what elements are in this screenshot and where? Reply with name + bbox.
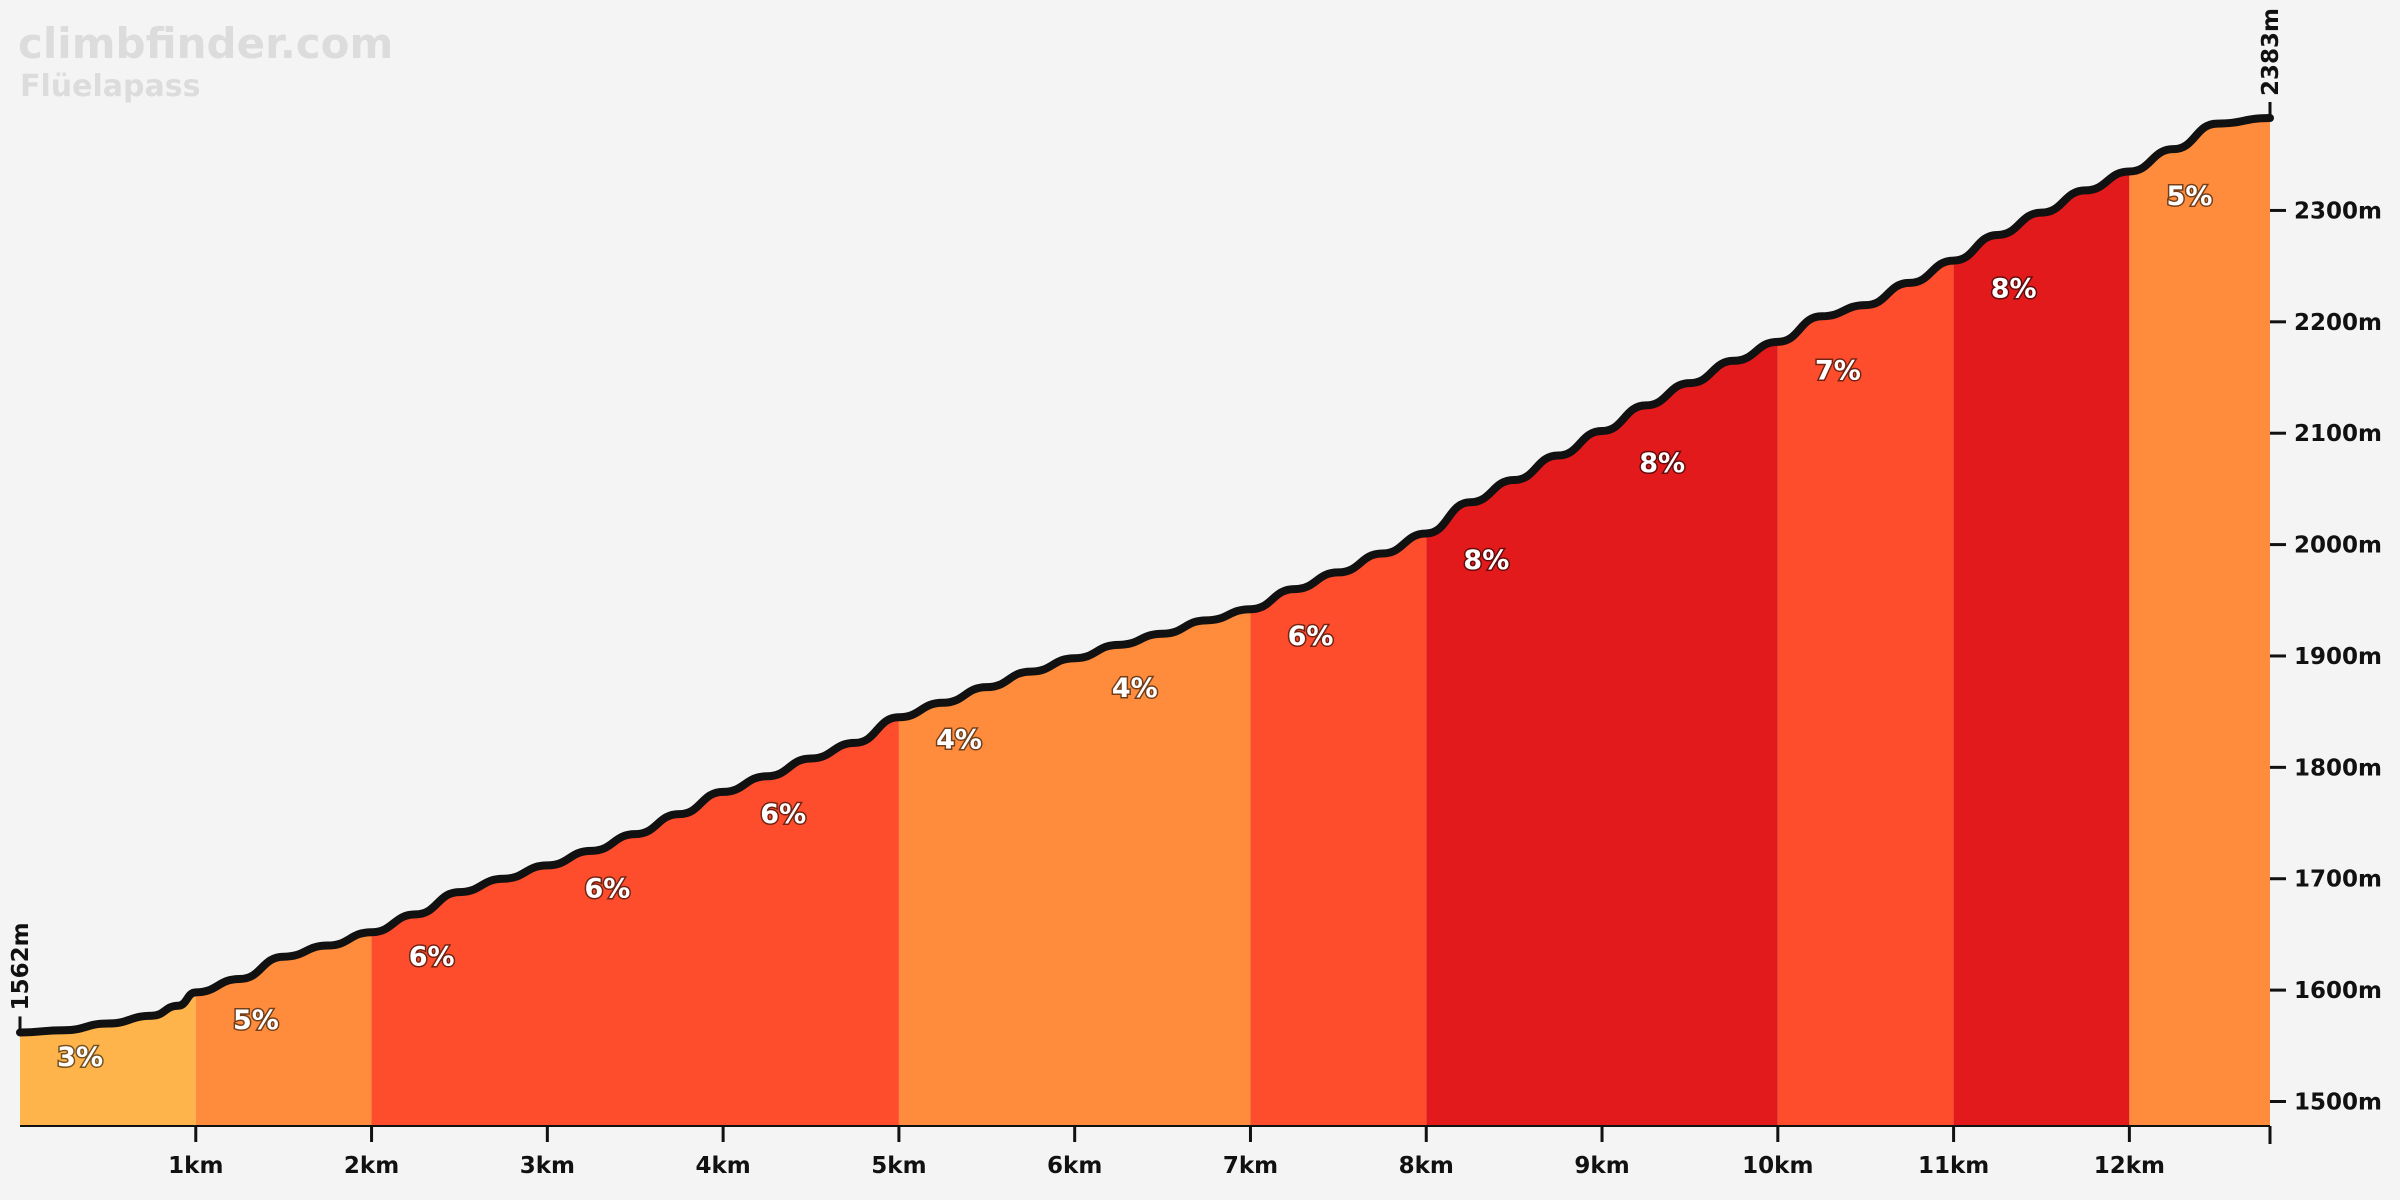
grade-label: 6% [585,874,631,905]
grade-label: 7% [1815,356,1861,387]
x-tick-label: 1km [168,1153,223,1179]
x-tick-label: 4km [695,1153,750,1179]
site-brand: climbfinder.com [18,19,393,68]
y-tick-label: 1500m [2294,1089,2382,1115]
grade-label: 6% [409,942,455,973]
end-markers: 1562m 2383m [8,8,2284,1033]
grade-label: 3% [57,1042,103,1073]
y-tick-label: 1700m [2294,867,2382,893]
x-tick-label: 8km [1399,1153,1454,1179]
y-tick-label: 2100m [2294,421,2382,447]
x-tick-label: 7km [1223,1153,1278,1179]
grade-band-9 [2129,118,2270,1126]
x-tick-label: 11km [1918,1153,1989,1179]
grade-label: 6% [1288,621,1334,652]
grade-band-1 [20,118,196,1126]
grade-band-7 [1777,118,1954,1126]
grade-band-5 [1250,118,1427,1126]
grade-band-2 [195,118,372,1126]
grade-label: 4% [1112,673,1158,704]
grade-label: 4% [936,724,982,755]
grade-label: 8% [1991,273,2037,304]
y-tick-label: 2000m [2294,533,2382,559]
x-tick-label: 2km [344,1153,399,1179]
x-tick-label: 10km [1742,1153,1813,1179]
grade-label: 5% [2167,181,2213,212]
grade-band-8 [1953,118,2130,1126]
end-elevation-label: 2383m [2258,8,2284,96]
x-tick-label: 5km [871,1153,926,1179]
x-tick-label: 12km [2094,1153,2165,1179]
x-tick-label: 9km [1574,1153,1629,1179]
grade-bands [20,118,2270,1126]
grade-labels: 3% 5% 6% 6% 6% 4% 4% 6% 8% 8% 7% 8% 5% [56,179,2214,1074]
x-axis: 1km 2km 3km 4km 5km 6km 7km 8km 9km 10km 11km 12km [20,1125,2272,1179]
x-tick-label: 3km [520,1153,575,1179]
start-elevation-label: 1562m [8,922,34,1010]
grade-band-4 [898,118,1251,1126]
grade-label: 5% [233,1005,279,1036]
grade-label: 8% [1463,545,1509,576]
y-tick-label: 2300m [2294,198,2382,224]
y-tick-label: 2200m [2294,310,2382,336]
y-tick-label: 1900m [2294,644,2382,670]
y-tick-label: 1600m [2294,978,2382,1004]
grade-label: 8% [1639,448,1685,479]
y-tick-label: 1800m [2294,755,2382,781]
x-tick-label: 6km [1047,1153,1102,1179]
profile-line [16,114,2274,1037]
y-axis: 1500m 1600m 1700m 1800m 1900m 2000m 2100m 2200m… [2270,198,2382,1115]
grade-band-6 [1426,118,1778,1126]
climb-name: Flüelapass [20,69,200,104]
grade-label: 6% [760,799,806,830]
